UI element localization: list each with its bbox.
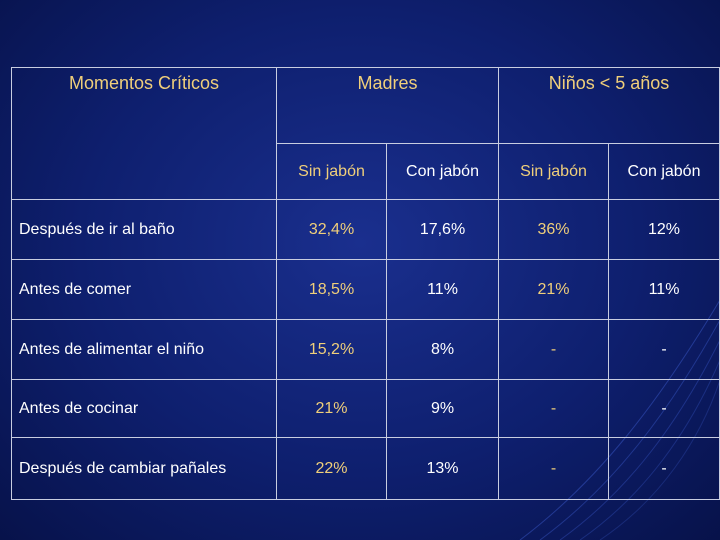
header-ninos: Niños < 5 años bbox=[497, 67, 720, 144]
cell-value: - bbox=[498, 437, 609, 500]
cell-value: 13% bbox=[386, 437, 499, 500]
header-momentos-criticos: Momentos Críticos bbox=[11, 67, 277, 200]
table-row: Después de cambiar pañales 22% 13% - - bbox=[11, 437, 720, 500]
header-row: Momentos Críticos Madres Niños < 5 años bbox=[11, 67, 720, 200]
row-label: Antes de cocinar bbox=[11, 379, 277, 438]
cell-value: - bbox=[498, 319, 609, 380]
row-label: Antes de comer bbox=[11, 259, 277, 320]
cell-value: 32,4% bbox=[276, 199, 387, 260]
cell-value: 22% bbox=[276, 437, 387, 500]
cell-value: 36% bbox=[498, 199, 609, 260]
cell-value: 15,2% bbox=[276, 319, 387, 380]
table-row: Después de ir al baño 32,4% 17,6% 36% 12… bbox=[11, 199, 720, 260]
cell-value: 17,6% bbox=[386, 199, 499, 260]
cell-value: 11% bbox=[386, 259, 499, 320]
cell-value: 21% bbox=[276, 379, 387, 438]
table-row: Antes de cocinar 21% 9% - - bbox=[11, 379, 720, 438]
cell-value: - bbox=[498, 379, 609, 438]
subheader-madres-con-jabon: Con jabón bbox=[386, 143, 499, 200]
header-madres: Madres bbox=[276, 67, 499, 144]
row-label: Después de ir al baño bbox=[11, 199, 277, 260]
cell-value: - bbox=[607, 379, 720, 438]
table-row: Antes de alimentar el niño 15,2% 8% - - bbox=[11, 319, 720, 380]
table-row: Antes de comer 18,5% 11% 21% 11% bbox=[11, 259, 720, 320]
subheader-ninos-con-jabon: Con jabón bbox=[607, 143, 720, 200]
subheader-ninos-sin-jabon: Sin jabón bbox=[498, 143, 609, 200]
subheader-madres-sin-jabon: Sin jabón bbox=[276, 143, 387, 200]
row-label: Antes de alimentar el niño bbox=[11, 319, 277, 380]
cell-value: 8% bbox=[386, 319, 499, 380]
cell-value: 11% bbox=[607, 259, 720, 320]
cell-value: 18,5% bbox=[276, 259, 387, 320]
cell-value: 12% bbox=[607, 199, 720, 260]
cell-value: - bbox=[607, 319, 720, 380]
cell-value: 21% bbox=[498, 259, 609, 320]
cell-value: - bbox=[607, 437, 720, 500]
row-label: Después de cambiar pañales bbox=[11, 437, 277, 500]
handwashing-moments-table: Momentos Críticos Madres Niños < 5 años … bbox=[11, 67, 720, 500]
subheader-row: Sin jabón Con jabón Sin jabón Con jabón bbox=[12, 143, 720, 200]
cell-value: 9% bbox=[386, 379, 499, 438]
